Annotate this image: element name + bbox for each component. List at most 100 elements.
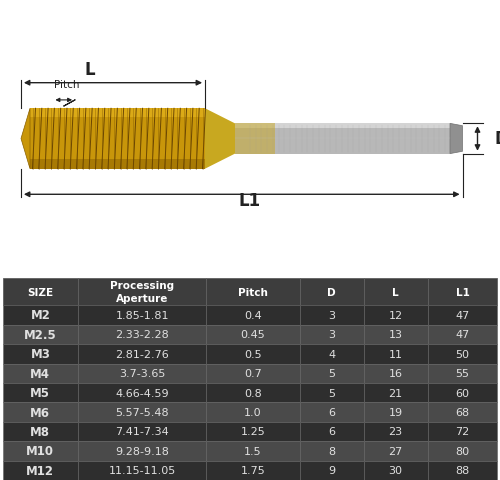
Bar	[364, 306, 428, 325]
Text: 3: 3	[328, 310, 335, 320]
Bar	[2, 403, 78, 422]
Text: L: L	[84, 61, 96, 79]
Polygon shape	[450, 124, 462, 154]
Bar	[206, 403, 300, 422]
Text: M8: M8	[30, 425, 50, 438]
Text: 4.66-4.59: 4.66-4.59	[116, 388, 169, 398]
Text: 5: 5	[328, 369, 335, 378]
Text: 3: 3	[328, 330, 335, 340]
Bar	[300, 344, 364, 364]
Bar	[206, 422, 300, 441]
Bar	[78, 441, 206, 461]
Bar	[206, 306, 300, 325]
Text: M2: M2	[30, 309, 50, 322]
Bar	[300, 278, 364, 306]
Bar	[428, 403, 498, 422]
Text: 2.33-2.28: 2.33-2.28	[116, 330, 169, 340]
Polygon shape	[30, 109, 205, 118]
Text: Pitch: Pitch	[54, 80, 80, 90]
Text: 88: 88	[456, 465, 469, 475]
Bar	[78, 325, 206, 344]
Polygon shape	[30, 160, 205, 169]
Text: M3: M3	[30, 348, 50, 360]
Text: SIZE: SIZE	[28, 287, 54, 297]
Text: L1: L1	[456, 287, 469, 297]
Text: 8: 8	[328, 446, 335, 456]
Text: 0.8: 0.8	[244, 388, 262, 398]
Text: 9.28-9.18: 9.28-9.18	[116, 446, 169, 456]
Bar	[2, 306, 78, 325]
Bar	[206, 441, 300, 461]
Bar	[78, 278, 206, 306]
Bar	[300, 325, 364, 344]
Text: 7.41-7.34: 7.41-7.34	[116, 427, 169, 436]
Text: Pitch: Pitch	[238, 287, 268, 297]
Text: D: D	[327, 287, 336, 297]
Text: 5: 5	[328, 388, 335, 398]
Polygon shape	[21, 109, 30, 169]
Bar	[364, 278, 428, 306]
Bar	[364, 422, 428, 441]
Bar	[364, 325, 428, 344]
Bar	[2, 422, 78, 441]
Text: 47: 47	[456, 330, 469, 340]
Bar	[364, 403, 428, 422]
Text: 19: 19	[388, 407, 402, 417]
Polygon shape	[235, 124, 450, 154]
Bar	[2, 364, 78, 383]
Bar	[428, 278, 498, 306]
Text: 27: 27	[388, 446, 402, 456]
Text: 55: 55	[456, 369, 469, 378]
Bar	[206, 383, 300, 403]
Bar	[78, 383, 206, 403]
Bar	[300, 461, 364, 480]
Text: 23: 23	[388, 427, 402, 436]
Bar	[428, 422, 498, 441]
Bar	[300, 306, 364, 325]
Bar	[206, 325, 300, 344]
Polygon shape	[30, 109, 205, 169]
Text: 0.7: 0.7	[244, 369, 262, 378]
Bar	[428, 306, 498, 325]
Text: 5.57-5.48: 5.57-5.48	[116, 407, 169, 417]
Bar	[2, 278, 78, 306]
Text: L: L	[392, 287, 399, 297]
Bar	[206, 278, 300, 306]
Text: 21: 21	[388, 388, 402, 398]
Bar	[2, 461, 78, 480]
Text: M2.5: M2.5	[24, 328, 56, 341]
Bar	[78, 306, 206, 325]
Text: M5: M5	[30, 386, 50, 399]
Text: 16: 16	[388, 369, 402, 378]
Text: 0.45: 0.45	[240, 330, 266, 340]
Bar	[364, 364, 428, 383]
Text: 0.4: 0.4	[244, 310, 262, 320]
Text: M6: M6	[30, 406, 50, 419]
Text: 68: 68	[456, 407, 469, 417]
Bar	[206, 364, 300, 383]
Text: 80: 80	[456, 446, 469, 456]
Bar	[364, 461, 428, 480]
Polygon shape	[235, 124, 450, 129]
Text: Processing
Aperture: Processing Aperture	[110, 281, 174, 303]
Bar	[428, 344, 498, 364]
Text: 50: 50	[456, 349, 469, 359]
Text: D: D	[495, 130, 500, 148]
Bar	[364, 383, 428, 403]
Bar	[364, 441, 428, 461]
Text: 1.0: 1.0	[244, 407, 262, 417]
Text: 1.5: 1.5	[244, 446, 262, 456]
Text: L1: L1	[239, 191, 261, 209]
Text: 6: 6	[328, 427, 335, 436]
Bar	[300, 364, 364, 383]
Text: 1.85-1.81: 1.85-1.81	[116, 310, 169, 320]
Text: 11: 11	[388, 349, 402, 359]
Bar	[300, 403, 364, 422]
Bar	[78, 344, 206, 364]
Bar	[78, 461, 206, 480]
Bar	[428, 383, 498, 403]
Bar	[428, 441, 498, 461]
Text: 4: 4	[328, 349, 335, 359]
Bar	[300, 441, 364, 461]
Bar	[428, 364, 498, 383]
